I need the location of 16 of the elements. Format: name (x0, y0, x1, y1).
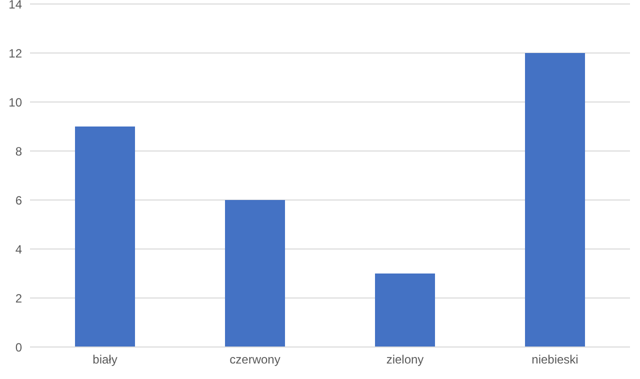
y-tick-label: 0 (15, 340, 22, 354)
y-tick-label: 12 (8, 46, 22, 60)
x-tick-label: zielony (386, 352, 424, 367)
bar (525, 53, 585, 347)
bar (225, 200, 285, 347)
y-tick-label: 6 (15, 193, 22, 208)
y-tick-label: 2 (15, 291, 22, 306)
y-tick-label: 10 (8, 95, 22, 110)
x-tick-label: biały (92, 352, 118, 367)
x-tick-label: niebieski (532, 352, 578, 367)
bar (375, 274, 435, 347)
y-tick-label: 4 (15, 242, 22, 256)
bar (75, 126, 135, 347)
y-tick-label: 14 (8, 0, 22, 12)
y-tick-label: 8 (15, 144, 22, 158)
x-tick-label: czerwony (230, 352, 280, 367)
